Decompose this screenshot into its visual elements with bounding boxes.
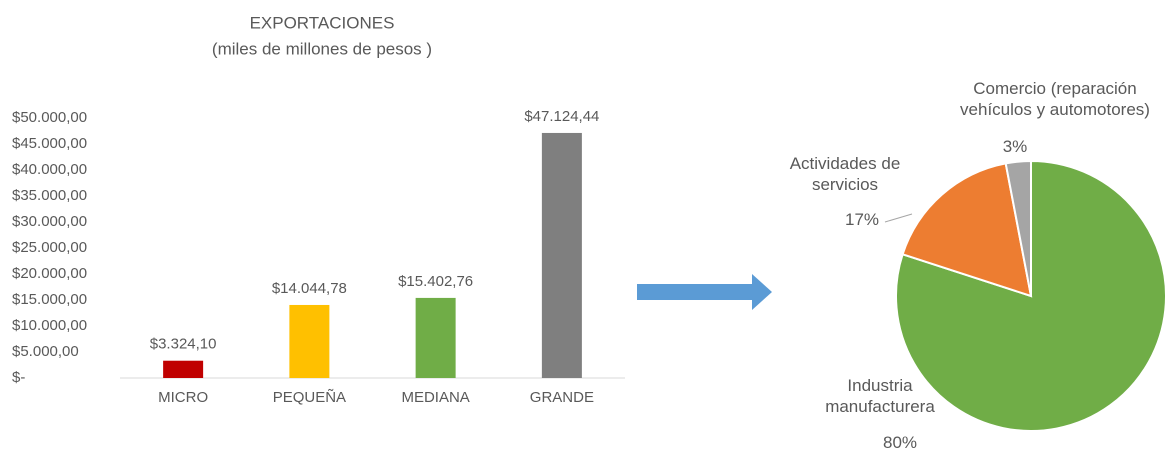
bar xyxy=(163,360,204,378)
bar xyxy=(415,297,456,378)
data-label: $14.044,78 xyxy=(272,280,347,297)
y-tick-label: $35.000,00 xyxy=(12,187,87,204)
chart-title: EXPORTACIONES xyxy=(250,13,395,32)
pie-value-label: 17% xyxy=(844,210,880,229)
chart-subtitle: (miles de millones de pesos ) xyxy=(212,39,432,58)
x-tick-label: GRANDE xyxy=(530,389,594,406)
pie-slice xyxy=(901,162,1033,298)
x-tick-label: PEQUEÑA xyxy=(273,389,346,406)
pie-value-label: 80% xyxy=(882,433,918,451)
data-label: $15.402,76 xyxy=(398,273,473,290)
y-tick-label: $50.000,00 xyxy=(12,109,87,126)
y-tick-label: $10.000,00 xyxy=(12,317,87,334)
y-tick-label: $30.000,00 xyxy=(12,213,87,230)
y-tick-label: $20.000,00 xyxy=(12,265,87,282)
arrow xyxy=(637,274,772,310)
pie-label: Comercio (reparación vehículos y automot… xyxy=(960,79,1150,119)
pie-slice xyxy=(1004,159,1032,297)
pie-value-label: 3% xyxy=(1002,137,1028,156)
bar xyxy=(541,132,582,378)
y-tick-label: $15.000,00 xyxy=(12,291,87,308)
leader-line xyxy=(884,213,913,223)
data-label: $47.124,44 xyxy=(524,108,599,125)
x-tick-label: MEDIANA xyxy=(401,389,469,406)
y-tick-label: $40.000,00 xyxy=(12,161,87,178)
y-tick-label: $45.000,00 xyxy=(12,135,87,152)
pie-label: Actividades de servicios xyxy=(789,154,901,194)
y-tick-label: $25.000,00 xyxy=(12,239,87,256)
y-tick-label: $- xyxy=(12,369,25,386)
x-tick-label: MICRO xyxy=(158,389,208,406)
bar xyxy=(289,304,330,378)
pie-label: Industria manufacturera xyxy=(825,376,935,416)
y-tick-label: $5.000,00 xyxy=(12,343,79,360)
data-label: $3.324,10 xyxy=(150,336,217,353)
